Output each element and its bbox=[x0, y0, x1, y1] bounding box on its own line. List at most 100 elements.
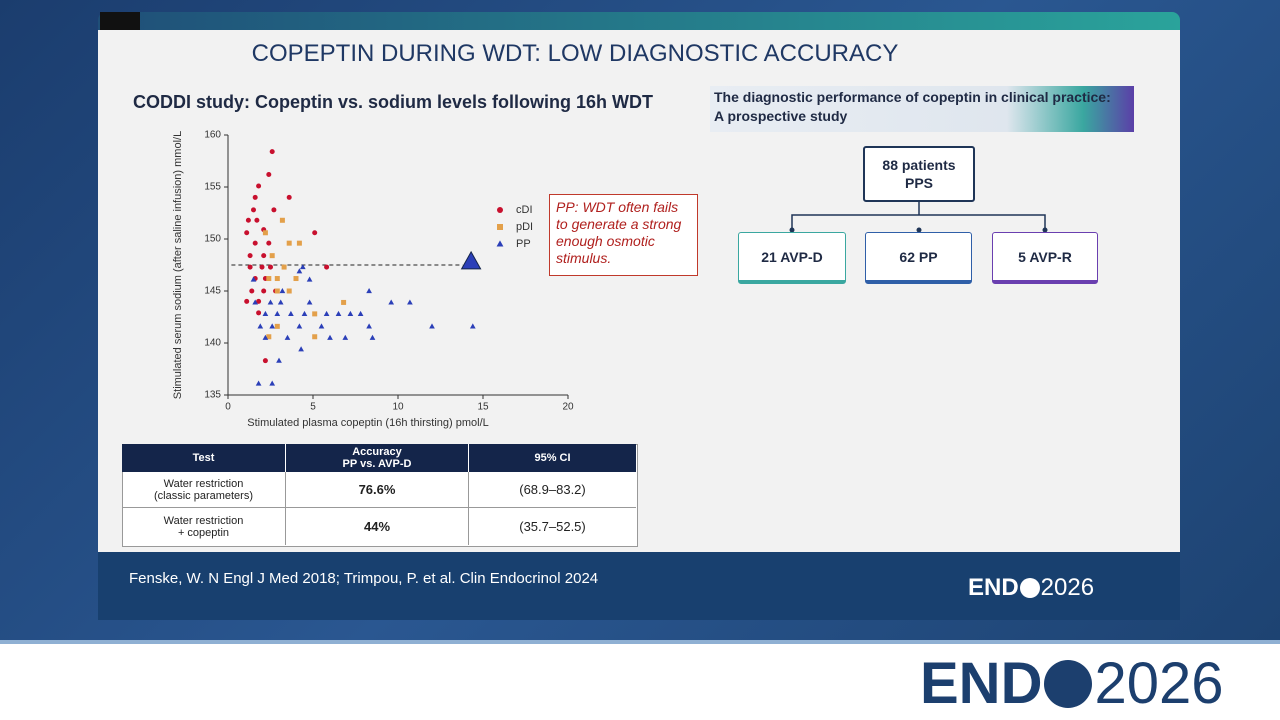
point bbox=[299, 264, 306, 270]
point bbox=[298, 346, 304, 352]
point bbox=[262, 310, 269, 316]
point bbox=[269, 323, 276, 329]
diagram-title: The diagnostic performance of copeptin i… bbox=[714, 89, 1111, 124]
point bbox=[244, 298, 250, 304]
point bbox=[257, 323, 264, 329]
child-node: 5 AVP-R bbox=[992, 232, 1098, 284]
point bbox=[266, 334, 272, 340]
point bbox=[469, 323, 476, 329]
point bbox=[256, 183, 262, 189]
point bbox=[266, 172, 272, 178]
point bbox=[312, 230, 318, 236]
point bbox=[306, 299, 313, 305]
citation: Fenske, W. N Engl J Med 2018; Trimpou, P… bbox=[129, 570, 599, 587]
point bbox=[279, 217, 285, 223]
point bbox=[262, 230, 268, 236]
point bbox=[296, 268, 303, 274]
point bbox=[269, 149, 275, 155]
connector-dot bbox=[916, 227, 922, 233]
legend-label: pDI bbox=[516, 221, 533, 233]
root-node: 88 patients PPS bbox=[863, 146, 975, 202]
point bbox=[251, 207, 256, 213]
table-cell: Water restriction + copeptin bbox=[163, 514, 244, 539]
y-tick-label: 145 bbox=[204, 286, 221, 297]
logo-text: 2026 bbox=[1094, 651, 1224, 716]
point bbox=[323, 310, 330, 316]
header-cell: Accuracy PP vs. AVP-D bbox=[285, 444, 468, 472]
point bbox=[262, 358, 268, 364]
point bbox=[261, 288, 267, 294]
x-axis-label: Stimulated plasma copeptin (16h thirstin… bbox=[247, 417, 489, 429]
point bbox=[266, 240, 272, 246]
slide-title: COPEPTIN DURING WDT: LOW DIAGNOSTIC ACCU… bbox=[251, 40, 899, 67]
table-cell: (68.9–83.2) bbox=[468, 472, 636, 508]
point bbox=[497, 224, 503, 230]
point bbox=[271, 207, 277, 213]
point bbox=[341, 299, 347, 305]
point bbox=[497, 207, 503, 213]
point bbox=[262, 334, 269, 340]
point bbox=[306, 276, 313, 282]
point bbox=[266, 276, 272, 282]
point bbox=[276, 357, 282, 363]
x-tick-label: 20 bbox=[562, 402, 574, 413]
logo-text: END bbox=[968, 574, 1019, 601]
point bbox=[312, 334, 318, 340]
point bbox=[347, 310, 354, 316]
point bbox=[279, 288, 286, 294]
logo-text: END bbox=[920, 651, 1043, 716]
point bbox=[261, 253, 267, 259]
diagram-header bbox=[710, 86, 1134, 132]
logo-text: 2026 bbox=[1040, 574, 1095, 601]
table-header bbox=[122, 444, 636, 472]
point bbox=[284, 334, 291, 340]
y-axis-label: Stimulated serum sodium (after saline in… bbox=[172, 131, 184, 399]
child-node: 21 AVP-D bbox=[738, 232, 846, 284]
point bbox=[366, 288, 372, 294]
x-tick-label: 15 bbox=[477, 402, 489, 413]
point bbox=[268, 264, 273, 270]
y-tick-label: 150 bbox=[204, 234, 221, 245]
point bbox=[245, 217, 251, 223]
child-node: 62 PP bbox=[865, 232, 972, 284]
y-tick-label: 160 bbox=[204, 130, 221, 141]
point bbox=[357, 310, 364, 316]
footer-logo: END 2026 bbox=[968, 574, 1094, 602]
point bbox=[252, 194, 258, 200]
point bbox=[296, 323, 303, 329]
y-tick-label: 155 bbox=[204, 182, 221, 193]
point bbox=[256, 310, 262, 316]
point bbox=[269, 253, 275, 259]
table-cell: Water restriction (classic parameters) bbox=[122, 472, 285, 508]
point bbox=[247, 264, 253, 270]
connector bbox=[791, 202, 1046, 232]
table-cell: (35.7–52.5) bbox=[468, 508, 636, 545]
highlight-point bbox=[460, 250, 482, 270]
point bbox=[293, 276, 299, 282]
legend-label: PP bbox=[516, 238, 531, 250]
legend-label: cDI bbox=[516, 204, 533, 216]
point bbox=[342, 334, 349, 340]
point bbox=[259, 264, 265, 270]
corner-block bbox=[100, 12, 140, 30]
point bbox=[286, 194, 292, 200]
header-cell: Test bbox=[192, 452, 215, 464]
point bbox=[269, 380, 276, 386]
point bbox=[388, 299, 395, 305]
logo-globe bbox=[1019, 578, 1040, 598]
slide-footer bbox=[98, 552, 1180, 620]
x-tick-label: 10 bbox=[392, 402, 404, 413]
point bbox=[247, 253, 253, 259]
annotation: PP: WDT often fails to generate a strong… bbox=[549, 194, 698, 276]
point bbox=[429, 323, 435, 329]
y-tick-label: 140 bbox=[204, 338, 221, 349]
point bbox=[255, 380, 262, 386]
point bbox=[256, 298, 262, 304]
slide-top-bar bbox=[98, 12, 1180, 30]
point bbox=[249, 288, 255, 294]
point bbox=[496, 240, 504, 247]
point bbox=[252, 240, 258, 246]
point bbox=[252, 299, 259, 305]
